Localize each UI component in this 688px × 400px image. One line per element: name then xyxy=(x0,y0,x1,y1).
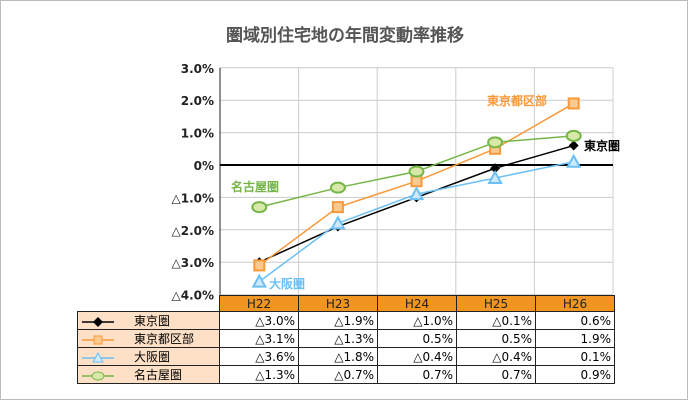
data-point xyxy=(329,181,346,194)
table-cell: 0.5% xyxy=(377,329,457,348)
col-header: H26 xyxy=(535,295,615,312)
y-tick-label: 0% xyxy=(194,159,214,173)
series-label: 東京都区部 xyxy=(487,93,547,108)
data-point xyxy=(408,165,425,178)
legend-swatch-icon xyxy=(82,316,114,327)
table-cell: △1.0% xyxy=(377,311,457,330)
series-line-0 xyxy=(258,144,574,263)
series-label: 名古屋圏 xyxy=(231,179,279,194)
table-cell: 1.9% xyxy=(535,329,615,348)
y-tick-label: 2.0% xyxy=(181,94,214,108)
legend-swatch-icon xyxy=(82,371,114,380)
table-cell: △1.3% xyxy=(298,329,378,348)
y-tick-label: △4.0% xyxy=(171,289,214,303)
legend-cell: 東京都区部 xyxy=(77,329,220,348)
table-cell: △0.1% xyxy=(456,311,536,330)
data-point xyxy=(253,259,266,272)
legend-label: 名古屋圏 xyxy=(134,368,183,382)
series-label: 東京圏 xyxy=(584,138,620,153)
legend-label: 東京都区部 xyxy=(134,332,195,346)
chart-title: 圏域別住宅地の年間変動率推移 xyxy=(226,26,464,46)
legend-label: 東京圏 xyxy=(134,314,171,328)
legend-swatch-icon xyxy=(82,351,114,362)
y-tick-label: △3.0% xyxy=(171,256,214,270)
y-tick-label: 1.0% xyxy=(181,127,214,141)
table-row: 東京圏 △3.0% △1.9% △1.0% △0.1% 0.6% xyxy=(77,311,615,330)
table-cell: △3.0% xyxy=(219,311,299,330)
table-cell: △1.8% xyxy=(298,347,378,366)
table-row: 東京都区部 △3.1% △1.3% 0.5% 0.5% 1.9% xyxy=(77,329,615,348)
col-header: H24 xyxy=(377,295,457,312)
data-table: H22 H23 H24 H25 H26 東京圏 △3.0% △1.9% △1.0% △0.1% 0… xyxy=(77,295,615,384)
table-cell: △1.9% xyxy=(298,311,378,330)
col-header: H23 xyxy=(298,295,378,312)
table-cell: △0.7% xyxy=(298,365,378,384)
y-tick-label: △2.0% xyxy=(171,224,214,238)
legend-swatch-icon xyxy=(82,335,114,344)
legend-cell: 大阪圏 xyxy=(77,347,220,366)
table-cell: 0.9% xyxy=(535,365,615,384)
table-row: 大阪圏 △3.6% △1.8% △0.4% △0.4% 0.1% xyxy=(77,347,615,366)
table-header-row: H22 H23 H24 H25 H26 xyxy=(78,295,615,312)
table-cell: △0.4% xyxy=(377,347,457,366)
col-header: H25 xyxy=(456,295,536,312)
table-cell: 0.1% xyxy=(535,347,615,366)
data-point xyxy=(330,215,346,230)
data-point xyxy=(565,129,582,142)
table-cell: △3.1% xyxy=(219,329,299,348)
data-point xyxy=(490,163,501,174)
data-point xyxy=(487,169,503,184)
table-cell: 0.7% xyxy=(456,365,536,384)
table-row: 名古屋圏 △1.3% △0.7% 0.7% 0.7% 0.9% xyxy=(77,365,615,384)
data-point xyxy=(566,153,582,168)
y-tick-label: 3.0% xyxy=(181,62,214,76)
series-label: 大阪圏 xyxy=(269,276,305,291)
data-point xyxy=(408,186,425,201)
col-header: H22 xyxy=(219,295,299,312)
table-cell: 0.5% xyxy=(456,329,536,348)
legend-cell: 名古屋圏 xyxy=(77,365,220,384)
data-point xyxy=(567,97,580,110)
data-point xyxy=(487,136,504,149)
data-point xyxy=(568,140,579,151)
table-cell: △3.6% xyxy=(219,347,299,366)
data-point xyxy=(251,201,268,214)
y-tick-label: △1.0% xyxy=(171,191,214,205)
table-cell: 0.7% xyxy=(377,365,457,384)
data-point xyxy=(410,175,423,188)
data-point xyxy=(251,273,267,288)
table-cell: △0.4% xyxy=(456,347,536,366)
data-point xyxy=(331,201,344,214)
legend-label: 大阪圏 xyxy=(134,350,171,364)
table-cell: △1.3% xyxy=(219,365,299,384)
legend-cell: 東京圏 xyxy=(77,311,220,330)
table-cell: 0.6% xyxy=(535,311,615,330)
